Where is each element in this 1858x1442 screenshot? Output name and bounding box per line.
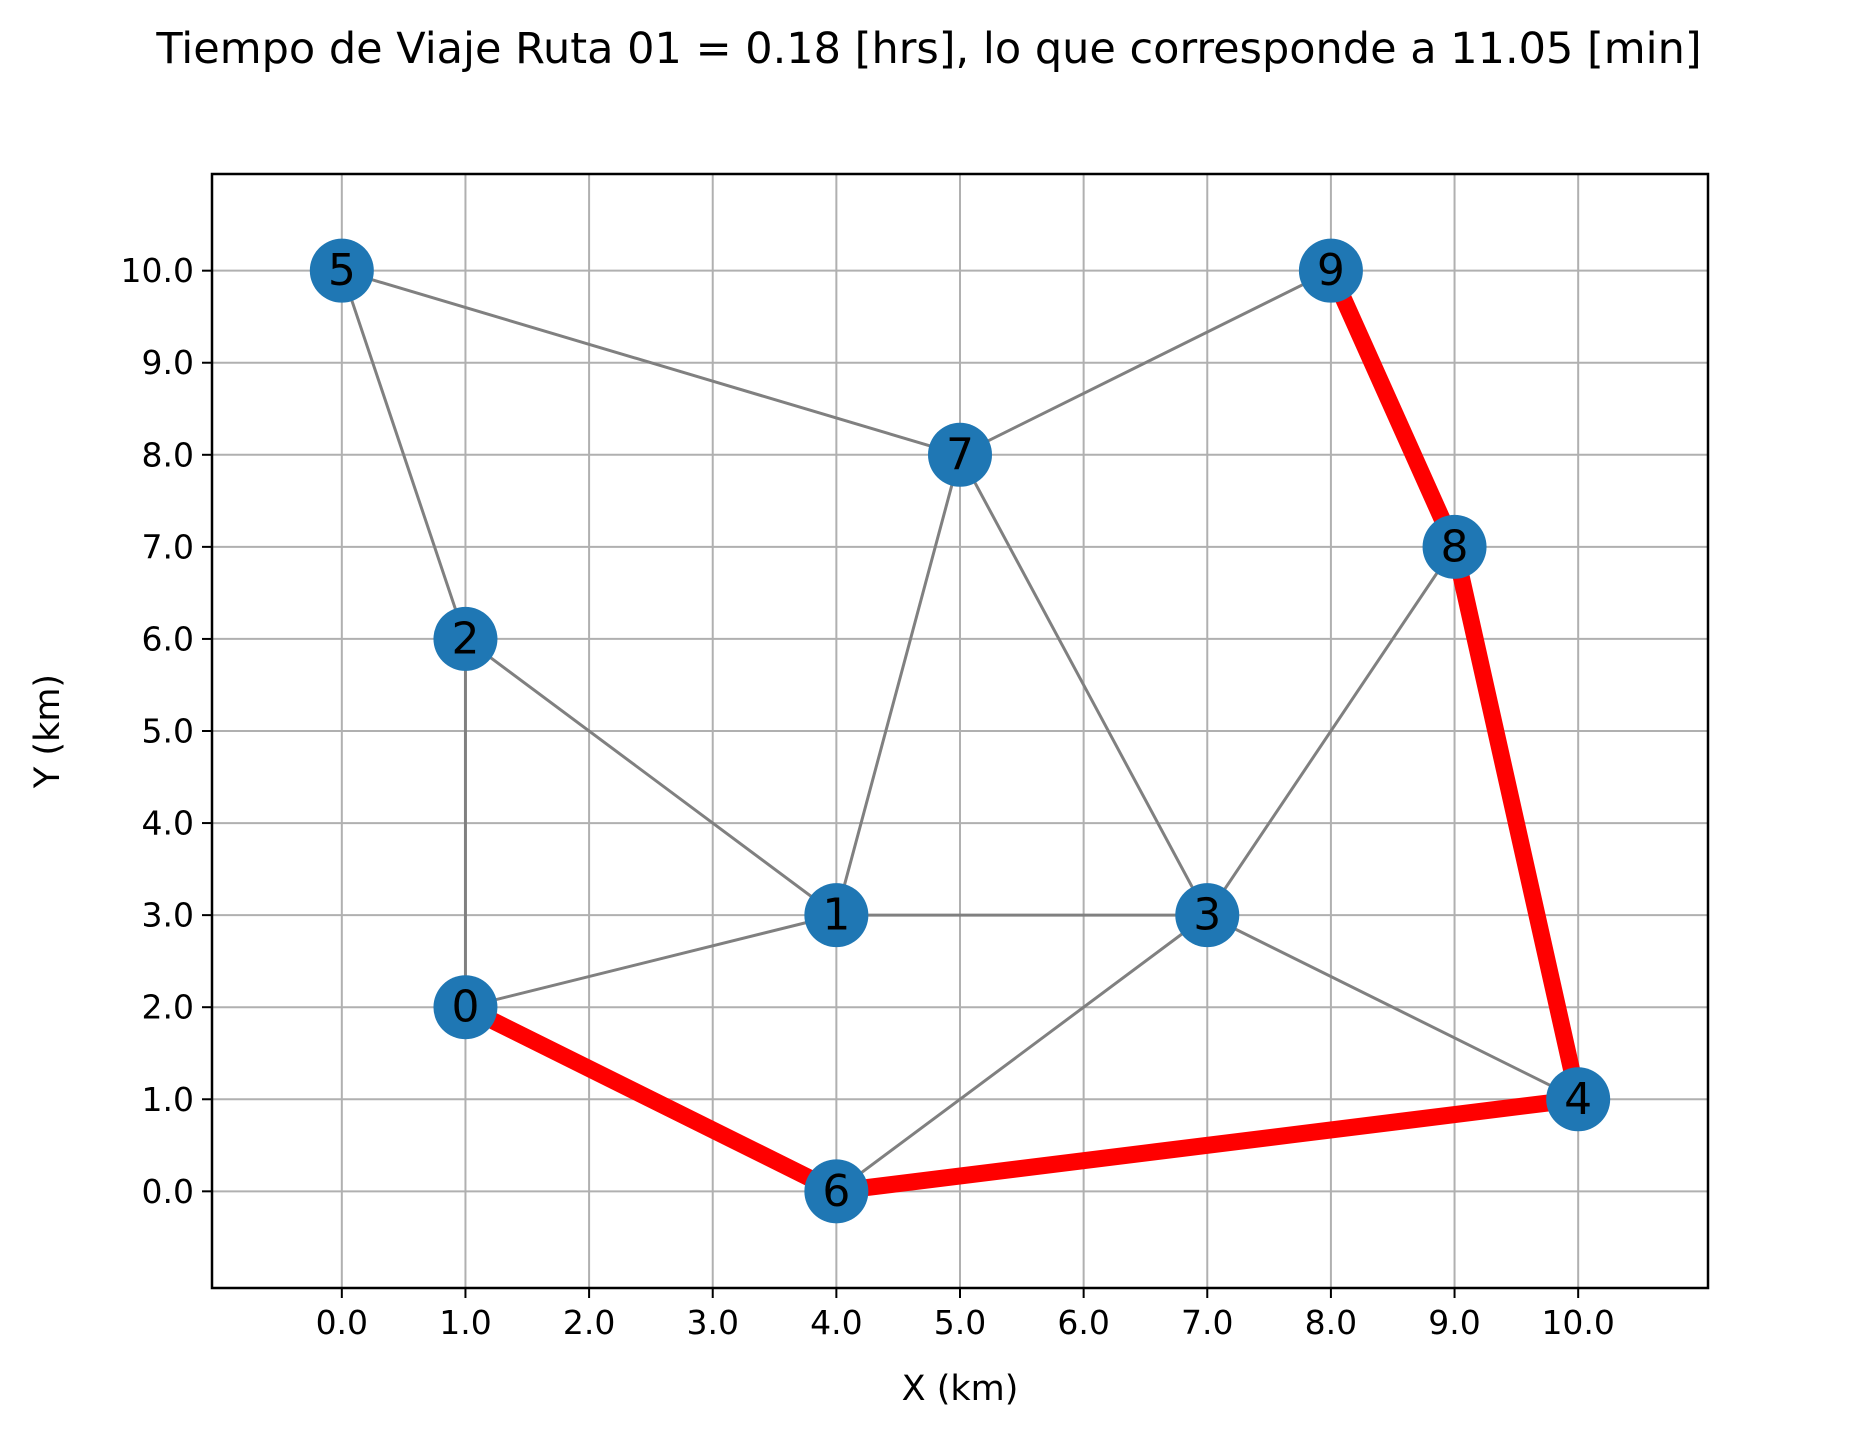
route-segment-8-9	[1323, 267, 1463, 551]
x-tick-label: 3.0	[686, 1303, 738, 1342]
node-label-0: 0	[451, 982, 479, 1033]
y-tick-label: 4.0	[142, 804, 194, 843]
edge-3-4	[1206, 913, 1579, 1101]
node-6	[804, 1159, 869, 1224]
edge-7-3	[958, 454, 1209, 916]
edge-0-1	[465, 913, 837, 1009]
node-7	[928, 422, 992, 487]
edge-7-9	[959, 269, 1332, 457]
y-tick-label: 6.0	[142, 619, 194, 658]
node-label-1: 1	[822, 890, 850, 941]
node-label-8: 8	[1441, 521, 1469, 572]
node-9	[1298, 238, 1363, 303]
route-segment-4-8	[1446, 545, 1587, 1102]
x-axis-label: X (km)	[902, 1369, 1019, 1409]
edge-2-5	[340, 270, 467, 640]
node-label-9: 9	[1317, 245, 1345, 296]
y-tick-label: 2.0	[142, 988, 194, 1027]
y-tick-label: 10.0	[121, 251, 194, 290]
node-0	[433, 975, 498, 1040]
y-tick-label: 1.0	[142, 1080, 194, 1119]
node-2	[433, 606, 498, 671]
node-3	[1175, 883, 1240, 948]
x-tick-label: 0.0	[316, 1303, 368, 1342]
y-axis-label: Y (km)	[28, 674, 68, 789]
chart-title: Tiempo de Viaje Ruta 01 = 0.18 [hrs], lo…	[156, 24, 1702, 74]
y-tick-label: 3.0	[142, 896, 194, 935]
y-tick-label: 7.0	[142, 527, 194, 566]
node-5	[309, 238, 374, 303]
node-label-4: 4	[1564, 1074, 1592, 1125]
y-tick-label: 0.0	[142, 1172, 194, 1211]
y-tick-label: 8.0	[142, 435, 194, 474]
edge-3-8	[1206, 546, 1456, 916]
node-label-3: 3	[1193, 890, 1221, 941]
x-tick-label: 5.0	[934, 1303, 986, 1342]
route-segment-6-4	[835, 1090, 1580, 1200]
x-tick-label: 7.0	[1181, 1303, 1233, 1342]
y-tick-label: 5.0	[142, 712, 194, 751]
node-label-5: 5	[328, 245, 356, 296]
edge-5-7	[341, 269, 961, 457]
x-tick-label: 9.0	[1428, 1303, 1480, 1342]
node-label-7: 7	[946, 429, 974, 480]
node-4	[1546, 1067, 1611, 1132]
x-tick-label: 10.0	[1541, 1303, 1614, 1342]
x-tick-label: 1.0	[439, 1303, 491, 1342]
node-label-6: 6	[822, 1166, 850, 1217]
x-tick-label: 2.0	[563, 1303, 615, 1342]
edge-1-7	[834, 454, 962, 916]
node-8	[1422, 514, 1487, 579]
node-1	[804, 883, 869, 948]
y-tick-label: 9.0	[142, 343, 194, 382]
x-tick-label: 6.0	[1057, 1303, 1109, 1342]
route-segment-0-6	[461, 999, 841, 1199]
edge-3-6	[835, 913, 1209, 1193]
edge-1-2	[464, 637, 838, 917]
x-tick-label: 8.0	[1305, 1303, 1357, 1342]
x-tick-label: 4.0	[810, 1303, 862, 1342]
node-label-2: 2	[451, 613, 479, 664]
